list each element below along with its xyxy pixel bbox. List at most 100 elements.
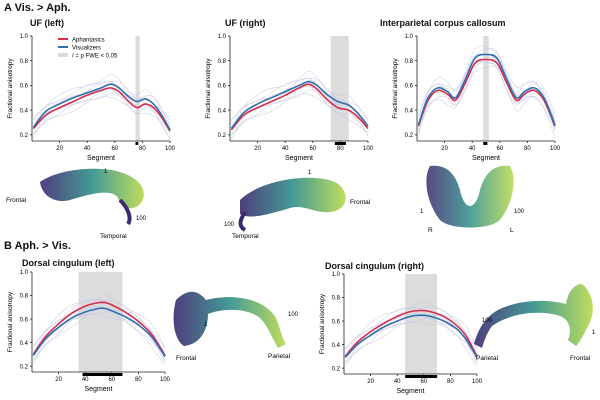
y-tick-label: 0.2 xyxy=(20,133,29,139)
y-tick-label: 0.6 xyxy=(332,319,341,325)
tract-uf-left-frontal: Frontal xyxy=(6,197,27,204)
x-axis-label: Segment xyxy=(87,155,115,162)
chart-uf-right: 0.2 0.4 0.6 0.8 1.0 20 40 60 80 100 Segment Fractio… xyxy=(205,34,374,162)
y-tick-label: 0.8 xyxy=(405,59,414,65)
x-tick-label: 80 xyxy=(524,146,531,152)
tract-cing-left-100: 100 xyxy=(288,312,299,318)
x-tick-label: 80 xyxy=(139,146,146,152)
significance-bar xyxy=(405,375,438,378)
legend-fwe-swatch xyxy=(58,53,68,57)
significance-shade xyxy=(405,274,438,374)
significance-shade xyxy=(78,272,123,372)
legend-visualizers-label: Visualizers xyxy=(72,46,101,52)
y-tick-label: 1.0 xyxy=(218,34,227,40)
y-tick-label: 0.4 xyxy=(332,343,341,349)
individual-line xyxy=(345,305,478,349)
x-tick-label: 20 xyxy=(367,379,374,385)
y-tick-label: 0.6 xyxy=(20,84,29,90)
tract-uf-left-temporal: Temporal xyxy=(100,233,127,240)
x-tick-label: 20 xyxy=(441,146,448,152)
x-tick-label: 80 xyxy=(447,379,454,385)
tract-uf-left-100: 100 xyxy=(136,216,147,222)
significance-bar xyxy=(483,142,488,145)
x-axis-label: Segment xyxy=(285,155,313,162)
x-tick-label: 100 xyxy=(550,146,561,152)
individual-line xyxy=(33,89,171,134)
x-tick-label: 60 xyxy=(420,379,427,385)
y-tick-label: 0.4 xyxy=(218,108,227,114)
individual-line xyxy=(33,73,171,120)
tract-uf-right-temporal: Temporal xyxy=(232,233,259,240)
individual-line xyxy=(231,93,369,139)
series-line-visualizers xyxy=(32,307,166,358)
y-tick-label: 0.4 xyxy=(20,341,29,347)
fiber-tractography-icon xyxy=(238,177,346,232)
individual-line xyxy=(33,298,166,355)
individual-line xyxy=(345,301,478,350)
y-tick-label: 0.2 xyxy=(405,133,414,139)
individual-line xyxy=(33,293,166,348)
tract-uf-right-1: 1 xyxy=(308,170,312,176)
series-line-aphantasics xyxy=(230,83,369,131)
individual-line xyxy=(33,92,171,140)
x-tick-label: 100 xyxy=(160,377,171,383)
y-tick-label: 0.8 xyxy=(332,296,341,302)
x-tick-label: 40 xyxy=(469,146,476,152)
x-tick-label: 40 xyxy=(394,379,401,385)
x-tick-label: 80 xyxy=(135,377,142,383)
y-tick-label: 1.0 xyxy=(20,34,29,40)
tract-cc-r: R xyxy=(428,227,433,234)
individual-line xyxy=(33,310,166,361)
y-tick-label: 0.6 xyxy=(405,84,414,90)
tract-cing-right-100: 100 xyxy=(482,318,493,324)
y-tick-label: 0.8 xyxy=(20,294,29,300)
significance-shade xyxy=(135,36,140,141)
y-axis-label: Fractional anisotropy xyxy=(205,58,212,119)
tract-cing-left-1: 1 xyxy=(204,322,208,328)
series-line-visualizers xyxy=(230,80,369,130)
x-tick-label: 100 xyxy=(472,379,483,385)
title-cing-right: Dorsal cingulum (right) xyxy=(325,261,424,271)
individual-line xyxy=(231,70,369,121)
series-line-visualizers xyxy=(32,83,171,131)
y-tick-label: 0.4 xyxy=(405,108,414,114)
y-tick-label: 1.0 xyxy=(332,272,341,278)
x-tick-label: 20 xyxy=(254,146,261,152)
tract-cc-1: 1 xyxy=(420,209,424,215)
individual-line xyxy=(418,60,556,131)
x-tick-label: 60 xyxy=(496,146,503,152)
x-tick-label: 60 xyxy=(111,146,118,152)
legend-fwe-label: / = p FWE < 0.05 xyxy=(72,54,118,60)
x-tick-label: 20 xyxy=(56,146,63,152)
chart-cc: 0.2 0.4 0.6 0.8 1.0 20 40 60 80 100 Segment Fractio… xyxy=(392,34,561,162)
tract-cc: 1 100 R L xyxy=(420,165,525,234)
series-line-aphantasics xyxy=(344,309,478,357)
y-tick-label: 1.0 xyxy=(405,34,414,40)
title-cing-left: Dorsal cingulum (left) xyxy=(22,258,115,268)
individual-line xyxy=(345,317,478,362)
y-tick-label: 0.6 xyxy=(20,317,29,323)
individual-line xyxy=(33,87,171,135)
y-axis-label: Fractional anisotropy xyxy=(7,291,14,352)
x-axis-label: Segment xyxy=(84,386,112,393)
y-tick-label: 0.6 xyxy=(218,84,227,90)
tract-cing-left: 1 100 Frontal Parietal xyxy=(173,291,299,362)
y-tick-label: 0.2 xyxy=(332,366,341,372)
x-axis-label: Segment xyxy=(472,155,500,162)
individual-line xyxy=(33,96,171,141)
tract-uf-right-frontal: Frontal xyxy=(350,199,371,206)
fiber-tractography-icon xyxy=(474,284,593,348)
section-b-label: B Aph. > Vis. xyxy=(4,240,71,252)
x-tick-label: 40 xyxy=(282,146,289,152)
tract-uf-right-100: 100 xyxy=(224,222,235,228)
x-tick-label: 100 xyxy=(363,146,374,152)
tract-cing-right: 100 1 Parietal Frontal xyxy=(474,284,596,362)
section-a-label: A Vis. > Aph. xyxy=(4,2,71,14)
individual-line xyxy=(418,45,556,118)
tract-uf-right: 1 Frontal 100 Temporal xyxy=(224,170,371,240)
tract-cing-right-frontal: Frontal xyxy=(570,355,591,362)
legend: Aphantasics Visualizers / = p FWE < 0.05 xyxy=(58,38,118,60)
x-tick-label: 80 xyxy=(337,146,344,152)
x-tick-label: 20 xyxy=(55,377,62,383)
x-axis-label: Segment xyxy=(396,388,424,395)
